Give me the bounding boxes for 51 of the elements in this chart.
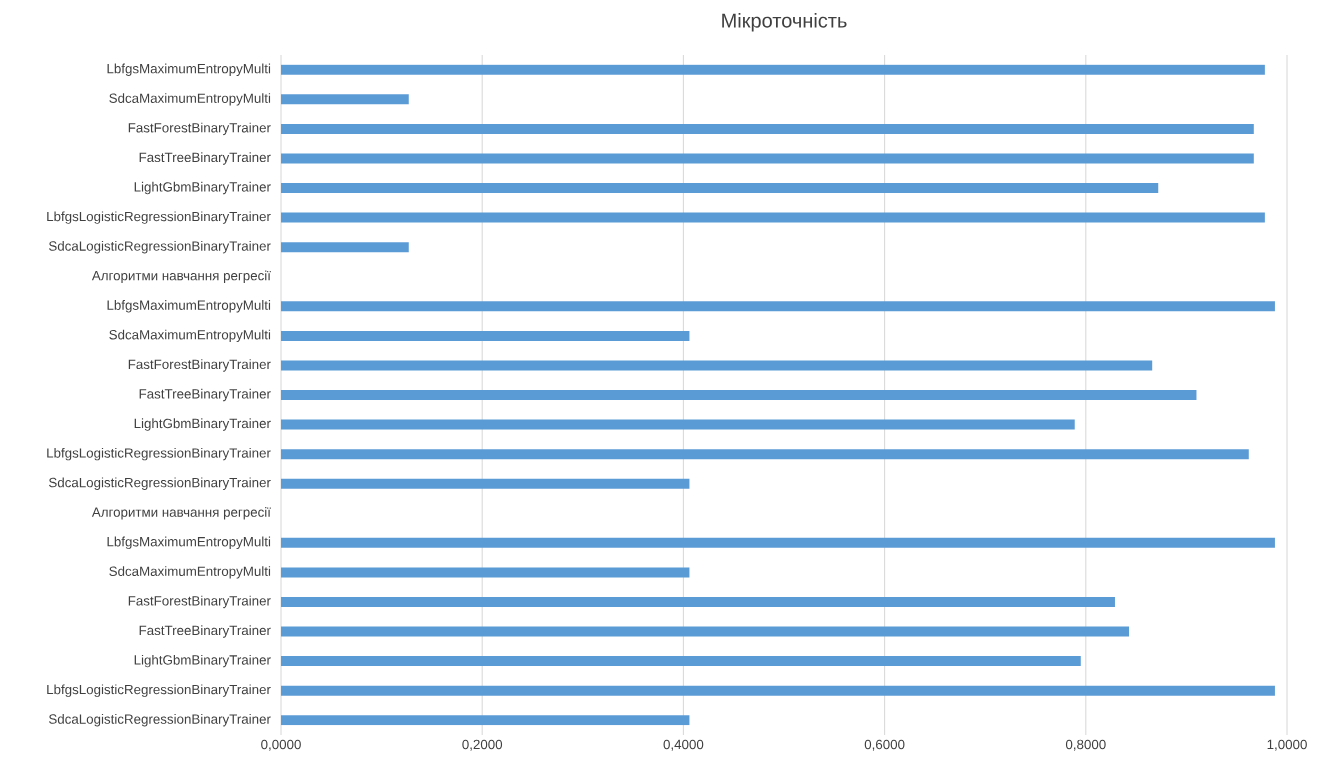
bar xyxy=(281,478,690,489)
bar xyxy=(281,123,1254,134)
bar xyxy=(281,301,1275,312)
x-tick-label: 0,0000 xyxy=(261,739,301,751)
chart-title: Мікроточність xyxy=(722,12,847,32)
bar xyxy=(281,449,1249,460)
bar xyxy=(281,330,690,341)
y-tick-label: Алгоритми навчання регресії xyxy=(91,270,271,283)
y-tick-label: SdcaLogisticRegressionBinaryTrainer xyxy=(48,477,271,490)
y-tick-label: SdcaLogisticRegressionBinaryTrainer xyxy=(48,240,271,254)
bar xyxy=(281,419,1075,430)
y-tick-label: FastForestBinaryTrainer xyxy=(128,595,271,609)
y-tick-label: SdcaLogisticRegressionBinaryTrainer xyxy=(48,714,271,727)
bar xyxy=(281,626,1130,637)
y-tick-label: LightGbmBinaryTrainer xyxy=(134,654,271,668)
y-tick-label: FastForestBinaryTrainer xyxy=(128,122,271,136)
y-tick-label: LbfgsLogisticRegressionBinaryTrainer xyxy=(47,447,271,461)
y-tick-label: Алгоритми навчання регресії xyxy=(91,507,271,520)
bar xyxy=(281,656,1081,667)
bar xyxy=(281,567,690,578)
bar xyxy=(281,183,1159,194)
bar xyxy=(281,537,1275,548)
bar xyxy=(281,360,1153,371)
x-tick-label: 0,8000 xyxy=(1065,739,1106,751)
y-tick-label: LbfgsLogisticRegressionBinaryTrainer xyxy=(47,684,271,697)
y-tick-label: FastTreeBinaryTrainer xyxy=(139,388,271,402)
bar xyxy=(281,242,409,253)
y-tick-label: FastTreeBinaryTrainer xyxy=(139,152,271,165)
x-tick-label: 0,2000 xyxy=(462,739,503,751)
y-tick-label: FastTreeBinaryTrainer xyxy=(139,625,271,638)
x-tick-label: 0,6000 xyxy=(864,739,905,751)
y-tick-label: SdcaMaximumEntropyMulti xyxy=(109,93,271,106)
bar xyxy=(281,153,1254,164)
y-tick-label: LbfgsLogisticRegressionBinaryTrainer xyxy=(47,211,271,224)
x-tick-label: 0,4000 xyxy=(663,739,704,751)
bar xyxy=(281,64,1265,75)
y-tick-label: SdcaMaximumEntropyMulti xyxy=(109,566,271,579)
bar xyxy=(281,715,690,726)
x-tick-label: 1,0000 xyxy=(1267,739,1307,751)
bar xyxy=(281,685,1275,696)
y-tick-label: FastForestBinaryTrainer xyxy=(128,359,271,372)
bar xyxy=(281,212,1265,223)
y-tick-label: LbfgsMaximumEntropyMulti xyxy=(107,536,271,550)
bar xyxy=(281,596,1115,607)
y-tick-label: SdcaMaximumEntropyMulti xyxy=(109,329,271,343)
bar xyxy=(281,390,1197,401)
y-tick-label: LightGbmBinaryTrainer xyxy=(134,418,271,431)
bar xyxy=(281,94,409,105)
y-tick-label: LightGbmBinaryTrainer xyxy=(134,181,271,195)
y-tick-label: LbfgsMaximumEntropyMulti xyxy=(107,63,271,76)
y-tick-label: LbfgsMaximumEntropyMulti xyxy=(107,300,271,313)
